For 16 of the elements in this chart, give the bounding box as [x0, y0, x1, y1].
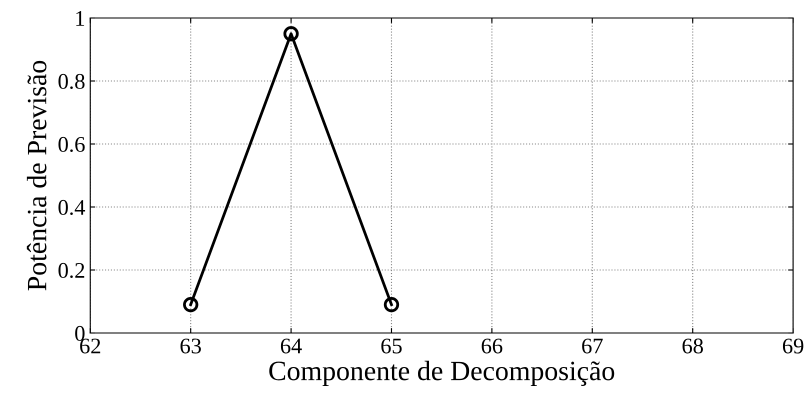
x-tick-label: 63 — [180, 338, 201, 354]
x-axis-title: Componente de Decomposição — [269, 360, 614, 386]
x-tick-label: 62 — [80, 338, 100, 354]
y-tick-label: 0.2 — [58, 262, 84, 278]
y-tick-label: 0.4 — [58, 200, 86, 216]
x-tick-label: 68 — [682, 338, 703, 354]
y-tick-label: 0.8 — [58, 74, 85, 90]
x-tick-label: 66 — [482, 338, 502, 354]
y-tick-label: 1 — [76, 11, 84, 26]
y-tick-label: 0 — [75, 326, 85, 341]
x-tick-label: 67 — [582, 338, 603, 354]
x-tick-label: 65 — [381, 338, 402, 354]
x-tick-label: 64 — [280, 338, 302, 354]
y-axis-title: Potência de Previsão — [26, 60, 46, 290]
y-tick-label: 0.6 — [58, 136, 85, 152]
x-tick-label: 69 — [782, 338, 804, 354]
